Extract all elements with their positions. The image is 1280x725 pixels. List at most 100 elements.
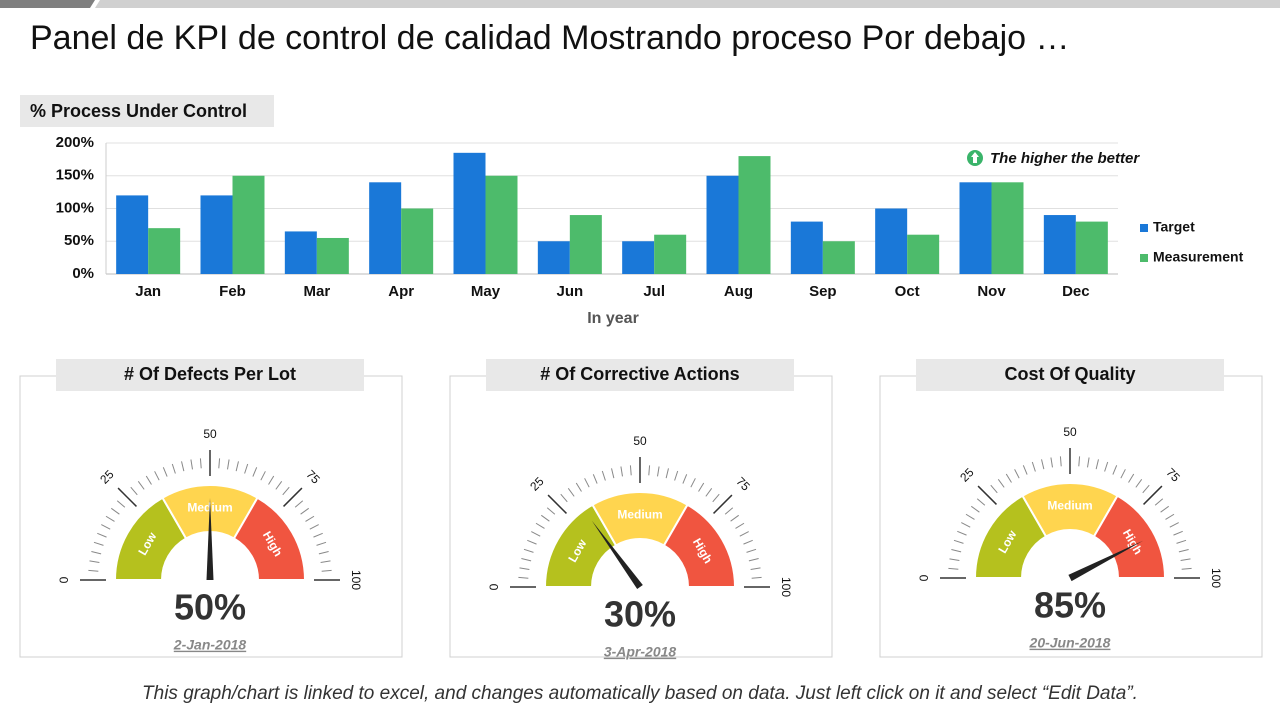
gauge-tick-label: 50 (203, 427, 217, 441)
y-tick-label: 50% (64, 232, 94, 249)
legend-label: Target (1153, 219, 1195, 235)
minor-tick (300, 507, 309, 515)
minor-tick (268, 475, 275, 485)
gauge-tick-label: 25 (97, 467, 117, 487)
minor-tick (321, 569, 332, 572)
minor-tick (116, 500, 126, 508)
minor-tick (724, 507, 734, 515)
minor-tick (961, 522, 971, 528)
minor-tick (1180, 558, 1191, 561)
minor-tick (690, 478, 696, 488)
minor-tick (1181, 567, 1192, 570)
minor-tick (154, 471, 160, 481)
minor-tick (199, 458, 202, 469)
minor-tick (953, 539, 964, 544)
title-box (20, 95, 274, 127)
minor-tick (735, 522, 745, 529)
x-tick-label: Jul (643, 283, 665, 300)
minor-tick (244, 463, 249, 474)
gauge-tick-label: 75 (303, 467, 323, 487)
up-arrow (971, 152, 979, 163)
bar (622, 241, 655, 274)
y-tick-label: 0% (72, 265, 94, 282)
minor-tick (1005, 473, 1012, 483)
chart-title: % Process Under Control (30, 101, 247, 121)
gauge-tick-label: 0 (57, 576, 71, 583)
top-strip (95, 0, 1280, 8)
gauge-tick-label: 50 (1063, 425, 1077, 439)
x-tick-label: Oct (895, 283, 920, 300)
minor-tick (305, 515, 315, 522)
y-tick-label: 200% (56, 134, 94, 151)
needle (1068, 540, 1144, 582)
gauge-tick-label: 75 (1163, 465, 1183, 485)
bar (284, 231, 317, 274)
page-title: Panel de KPI de control de calidad Mostr… (30, 19, 1070, 57)
bar (706, 175, 739, 274)
minor-tick (1041, 459, 1045, 470)
bar (1043, 215, 1076, 274)
minor-tick (957, 530, 967, 536)
bar (232, 175, 265, 274)
minor-tick (101, 524, 111, 530)
minor-tick (620, 466, 623, 477)
minor-tick (746, 548, 757, 553)
minor-tick (682, 474, 688, 484)
minor-tick (235, 461, 239, 472)
gauge-tick-label: 75 (733, 474, 753, 494)
minor-tick (665, 468, 669, 479)
minor-tick (1087, 457, 1090, 468)
minor-tick (105, 515, 115, 522)
gauge-tick-label: 25 (957, 465, 977, 485)
minor-tick (1031, 461, 1036, 472)
gauge-tick-label: 0 (487, 583, 501, 590)
gauge-value: 50% (174, 587, 246, 628)
minor-tick (88, 569, 99, 572)
bar (401, 208, 434, 274)
minor-tick (1176, 539, 1187, 544)
gauge-date: 20-Jun-2018 (1029, 635, 1111, 651)
x-tick-label: Mar (303, 283, 330, 300)
minor-tick (320, 560, 331, 563)
minor-tick (171, 463, 176, 474)
minor-tick (611, 468, 615, 479)
minor-tick (584, 478, 590, 488)
minor-tick (111, 507, 120, 515)
minor-tick (965, 513, 975, 520)
footer: This graph/chart is linked to excel, and… (142, 683, 1138, 704)
minor-tick (137, 481, 145, 490)
minor-tick (1095, 459, 1099, 470)
minor-tick (739, 531, 749, 537)
minor-tick (531, 531, 541, 537)
minor-tick (976, 498, 986, 506)
major-tick (713, 494, 733, 514)
legend-label: Measurement (1153, 249, 1244, 265)
minor-tick (951, 549, 962, 553)
minor-tick (1160, 505, 1169, 513)
minor-tick (130, 486, 138, 496)
minor-tick (1169, 522, 1179, 528)
bar (1075, 221, 1108, 274)
bar (790, 221, 823, 274)
x-tick-label: Apr (388, 283, 414, 300)
minor-tick (309, 524, 319, 530)
minor-tick (1059, 456, 1062, 467)
minor-tick (629, 465, 632, 476)
zone-label: Medium (617, 508, 662, 522)
bar (148, 228, 181, 274)
bar (453, 152, 486, 274)
minor-tick (990, 484, 998, 494)
gauge-tick-label: 0 (917, 574, 931, 581)
gauge-title: Cost Of Quality (1004, 364, 1135, 384)
minor-tick (1104, 461, 1109, 472)
minor-tick (1165, 513, 1175, 520)
x-tick-label: Dec (1062, 283, 1090, 300)
minor-tick (948, 567, 959, 570)
minor-tick (145, 475, 152, 485)
minor-tick (657, 466, 660, 477)
bar (200, 195, 233, 274)
minor-tick (750, 567, 761, 570)
bar (991, 182, 1024, 274)
